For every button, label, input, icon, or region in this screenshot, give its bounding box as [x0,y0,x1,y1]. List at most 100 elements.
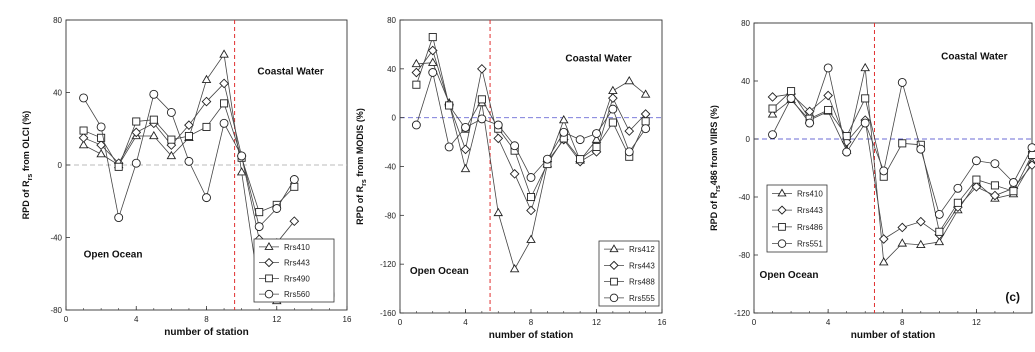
y-tick-label: -80 [50,306,62,315]
data-point [236,167,247,176]
data-point [526,173,536,182]
legend: Rrs410 Rrs443 Rrs490 Rrs560 [253,238,335,303]
data-point [184,120,194,130]
region-label: Open Ocean [760,270,819,281]
y-axis-title: RPD of Rrs from MODIS (%) [355,108,368,225]
data-point [149,89,159,99]
y-tick-label: 80 [387,16,396,25]
data-point [131,127,142,138]
data-point [860,62,870,72]
series-Rrs560 [79,89,299,232]
legend-label: Rrs443 [797,206,823,215]
y-axis-title-part: from OLCI (%) [21,111,31,174]
data-point [219,78,229,89]
y-tick-label: -80 [738,251,750,260]
data-point [220,99,229,108]
data-point [915,216,926,227]
data-point [427,57,438,66]
data-point [461,122,470,132]
data-point [510,141,520,151]
data-point [767,92,778,102]
data-point [444,142,454,152]
y-tick-label: -40 [50,234,62,243]
y-tick-label: 80 [53,16,62,25]
x-axis-title: number of station [851,330,935,341]
legend-marker [264,241,274,250]
legend-marker [777,205,787,215]
data-point [493,120,503,130]
data-point [824,105,833,115]
data-point [460,163,471,173]
x-tick-label: 16 [658,318,667,327]
data-point [149,130,159,140]
data-point [878,257,889,266]
series-Rrs443 [411,45,651,216]
legend-marker [777,188,787,197]
y-tick-label: 40 [53,89,62,98]
data-point [272,204,282,213]
data-point [897,238,908,247]
data-point [624,147,634,157]
y-tick-label: -120 [380,260,397,269]
data-point [477,95,486,104]
chart-panel-3: 0 4 8 12 -120 -80 -40 0 40 80 number of station RPD… [709,19,1035,341]
data-point [934,236,945,246]
chart-panel-1: 0 4 8 12 16 -80 -40 0 40 80 number of station RPD o… [21,16,352,338]
data-point [1009,187,1018,196]
data-point [411,67,422,78]
data-point [823,90,833,101]
data-point [787,87,796,96]
legend-label: Rrs412 [629,245,655,254]
data-point [953,198,962,207]
data-point [971,182,982,192]
data-point [990,190,1000,201]
y-tick-label: 80 [741,19,750,28]
data-point [237,151,247,161]
legend-box [598,240,660,307]
data-point [559,127,569,137]
data-point [96,149,106,158]
data-point [114,162,123,171]
data-point [591,134,602,143]
data-point [79,93,89,103]
y-axis-title-part: RPD of R [709,191,719,230]
data-point [879,166,889,176]
x-tick-label: 0 [64,315,69,324]
legend: Rrs412 Rrs443 Rrs488 Rrs555 [598,240,660,307]
legend-marker [610,277,618,286]
data-point [509,168,520,179]
y-axis-title-subscript: rs [361,179,368,186]
legend-marker [609,260,619,271]
panel-label: (c) [1005,290,1020,304]
data-point [97,133,106,142]
data-point [842,147,852,157]
legend-marker [777,239,787,248]
legend-label: Rrs490 [284,274,310,283]
region-label: Coastal Water [565,54,631,65]
data-point [509,263,520,273]
series-Rrs412 [411,57,651,273]
data-point [897,222,908,233]
data-point [767,109,778,118]
x-tick-label: 4 [134,315,139,324]
x-tick-label: 16 [343,315,352,324]
data-point [219,118,229,128]
data-point [460,144,471,155]
series-Rrs551 [768,63,1035,219]
data-point [608,118,617,127]
data-point [592,142,601,151]
data-point [971,156,981,166]
data-point [972,175,981,184]
x-tick-label: 12 [972,318,981,327]
data-point [608,93,618,103]
data-point [608,104,618,114]
legend-label: Rrs486 [797,223,823,232]
data-point [861,94,870,103]
x-tick-label: 8 [900,318,905,327]
y-tick-label: -160 [380,309,397,318]
y-axis-title-part: 486 from VIIRS (%) [709,105,719,185]
data-point [1027,143,1035,153]
legend-marker [264,257,274,268]
